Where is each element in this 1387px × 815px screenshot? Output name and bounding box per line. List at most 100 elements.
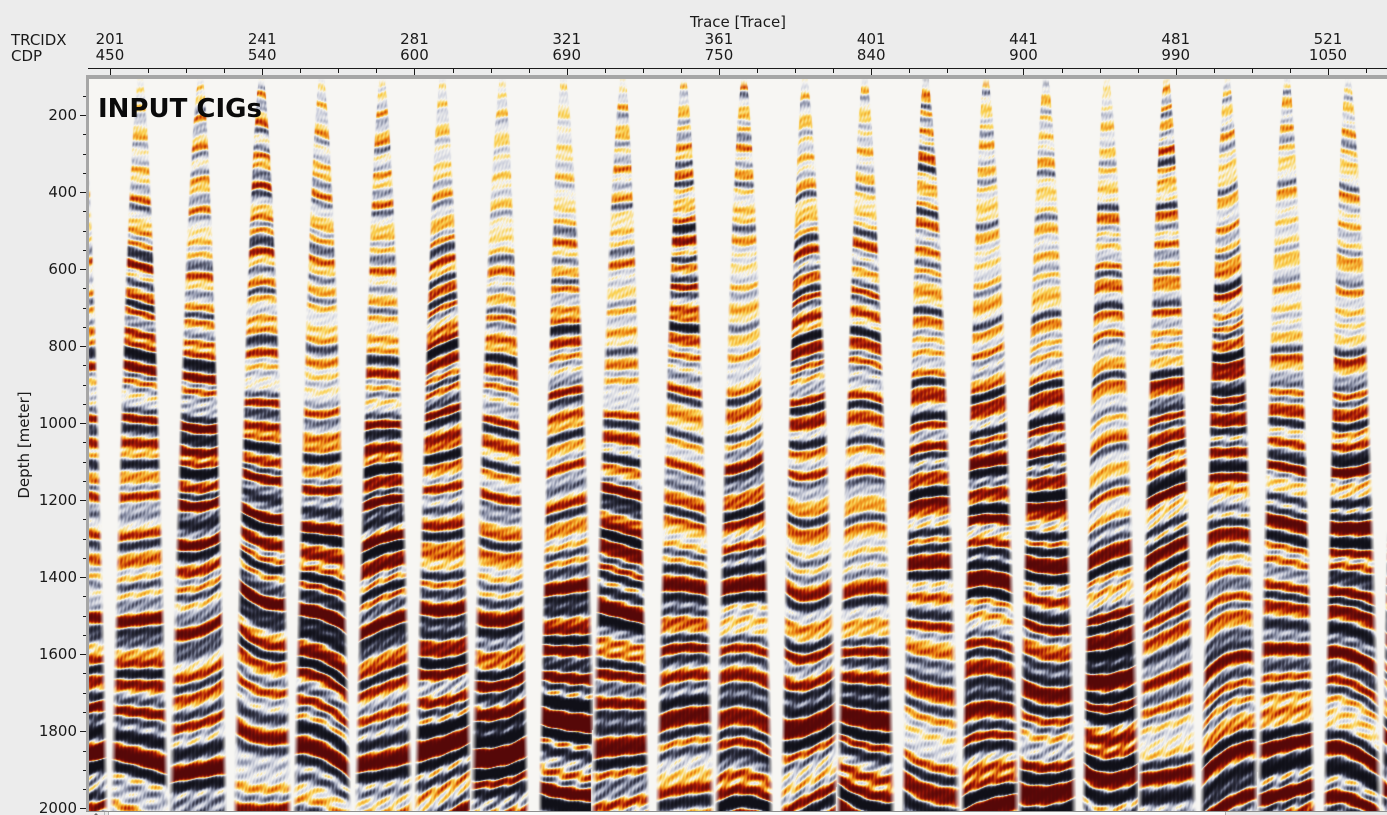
x-major-tick (1328, 69, 1329, 76)
x-minor-tick (1099, 69, 1101, 73)
y-tick-label: 1200 (38, 490, 77, 509)
y-minor-tick (83, 596, 88, 598)
y-minor-tick (83, 442, 88, 444)
x-tick-trcidx-value: 521 (1313, 30, 1343, 48)
x-tick-cdp-value: 990 (1161, 46, 1191, 64)
y-minor-tick (83, 634, 88, 636)
y-minor-tick (83, 712, 88, 713)
seismic-image[interactable] (89, 79, 1387, 811)
x-tick-trcidx-value: 321 (552, 30, 582, 48)
y-major-tick (80, 654, 88, 656)
x-minor-tick (186, 69, 188, 73)
x-tick-label: 521 1050 (1309, 31, 1347, 63)
x-minor-tick (148, 69, 149, 73)
y-tick-label: 800 (48, 336, 77, 355)
horizontal-scrollbar[interactable] (86, 811, 1387, 815)
x-minor-tick (528, 69, 530, 73)
x-tick-trcidx-value: 401 (856, 30, 886, 48)
x-tick-cdp-value: 600 (400, 46, 429, 64)
y-tick-label: 1800 (38, 721, 77, 740)
x-major-tick (718, 69, 720, 76)
x-tick-label: 201 450 (96, 31, 125, 63)
y-tick-label: 600 (48, 259, 77, 278)
x-tick-label: 361 750 (705, 31, 734, 63)
x-tick-label: 441 900 (1009, 31, 1038, 63)
x-minor-tick (757, 69, 759, 73)
y-major-tick (80, 269, 88, 271)
x-minor-tick (1366, 69, 1368, 73)
x-minor-tick (300, 69, 302, 73)
y-major-tick (80, 423, 88, 425)
x-minor-tick (1061, 69, 1063, 73)
x-tick-trcidx-value: 241 (247, 30, 277, 48)
x-minor-tick (338, 69, 340, 73)
x-minor-tick (1251, 69, 1253, 73)
x-tick-cdp-value: 750 (704, 46, 734, 64)
x-minor-tick (985, 69, 987, 73)
y-minor-tick (83, 326, 88, 328)
x-tick-trcidx-value: 441 (1009, 30, 1038, 48)
y-minor-tick (83, 789, 88, 791)
x-major-tick (871, 69, 873, 76)
x-minor-tick (833, 69, 835, 73)
y-minor-tick (83, 769, 88, 771)
x-minor-tick (1289, 69, 1291, 73)
x-minor-tick (909, 69, 911, 73)
y-tick-label: 400 (48, 182, 77, 201)
x-tick-label: 281 600 (400, 31, 429, 63)
x-minor-tick (680, 69, 682, 73)
y-minor-tick (83, 307, 88, 309)
x-tick-cdp-value: 690 (552, 46, 582, 64)
y-major-tick (80, 731, 88, 733)
x-tick-cdp-value: 840 (856, 46, 886, 64)
x-tick-label: 241 540 (248, 31, 277, 63)
x-tick-cdp-value: 450 (95, 46, 125, 64)
scrollbar-arrow-button[interactable] (86, 812, 105, 815)
plot-title-overlay: INPUT CIGs (98, 94, 262, 124)
x-minor-tick (1213, 69, 1215, 73)
y-minor-tick (83, 134, 88, 136)
y-minor-tick (83, 750, 88, 752)
y-minor-tick (83, 519, 88, 521)
y-minor-tick (83, 288, 88, 290)
y-minor-tick (83, 673, 88, 675)
y-major-tick (80, 500, 88, 502)
y-minor-tick (83, 461, 88, 463)
scrollbar-thumb[interactable] (108, 812, 1226, 815)
y-axis-title: Depth [meter] (15, 391, 33, 499)
x-tick-label: 481 990 (1161, 31, 1190, 63)
x-minor-tick (376, 69, 378, 73)
y-minor-tick (83, 384, 88, 386)
x-minor-tick (947, 69, 949, 73)
x-tick-trcidx-value: 361 (704, 30, 734, 48)
x-major-tick (262, 69, 264, 76)
y-minor-tick (83, 153, 88, 155)
y-minor-tick (83, 480, 88, 482)
y-minor-tick (83, 249, 88, 251)
x-axis-row2-label: CDP (11, 47, 43, 65)
y-minor-tick (83, 538, 88, 540)
x-major-tick (1023, 69, 1025, 76)
x-minor-tick (604, 69, 606, 73)
x-major-tick (414, 69, 416, 76)
y-tick-label: 1400 (38, 567, 77, 586)
x-major-tick (109, 69, 111, 76)
x-major-tick (1175, 69, 1177, 76)
x-tick-trcidx-value: 281 (400, 30, 429, 48)
y-tick-label: 1000 (38, 413, 77, 432)
y-major-tick (80, 192, 88, 194)
plot-area[interactable]: INPUT CIGs (86, 75, 1387, 811)
x-minor-tick (642, 69, 644, 73)
scrollbar-arrow-icon (93, 813, 99, 815)
x-axis-title: Trace [Trace] (689, 13, 787, 31)
x-major-tick (566, 69, 568, 76)
x-minor-tick (224, 69, 226, 73)
x-tick-trcidx-value: 481 (1161, 30, 1191, 48)
y-major-tick (80, 808, 88, 810)
x-tick-cdp-value: 1050 (1308, 46, 1348, 64)
x-minor-tick (490, 69, 492, 73)
x-tick-label: 401 840 (857, 31, 886, 63)
y-minor-tick (83, 365, 88, 367)
x-minor-tick (1137, 69, 1139, 73)
